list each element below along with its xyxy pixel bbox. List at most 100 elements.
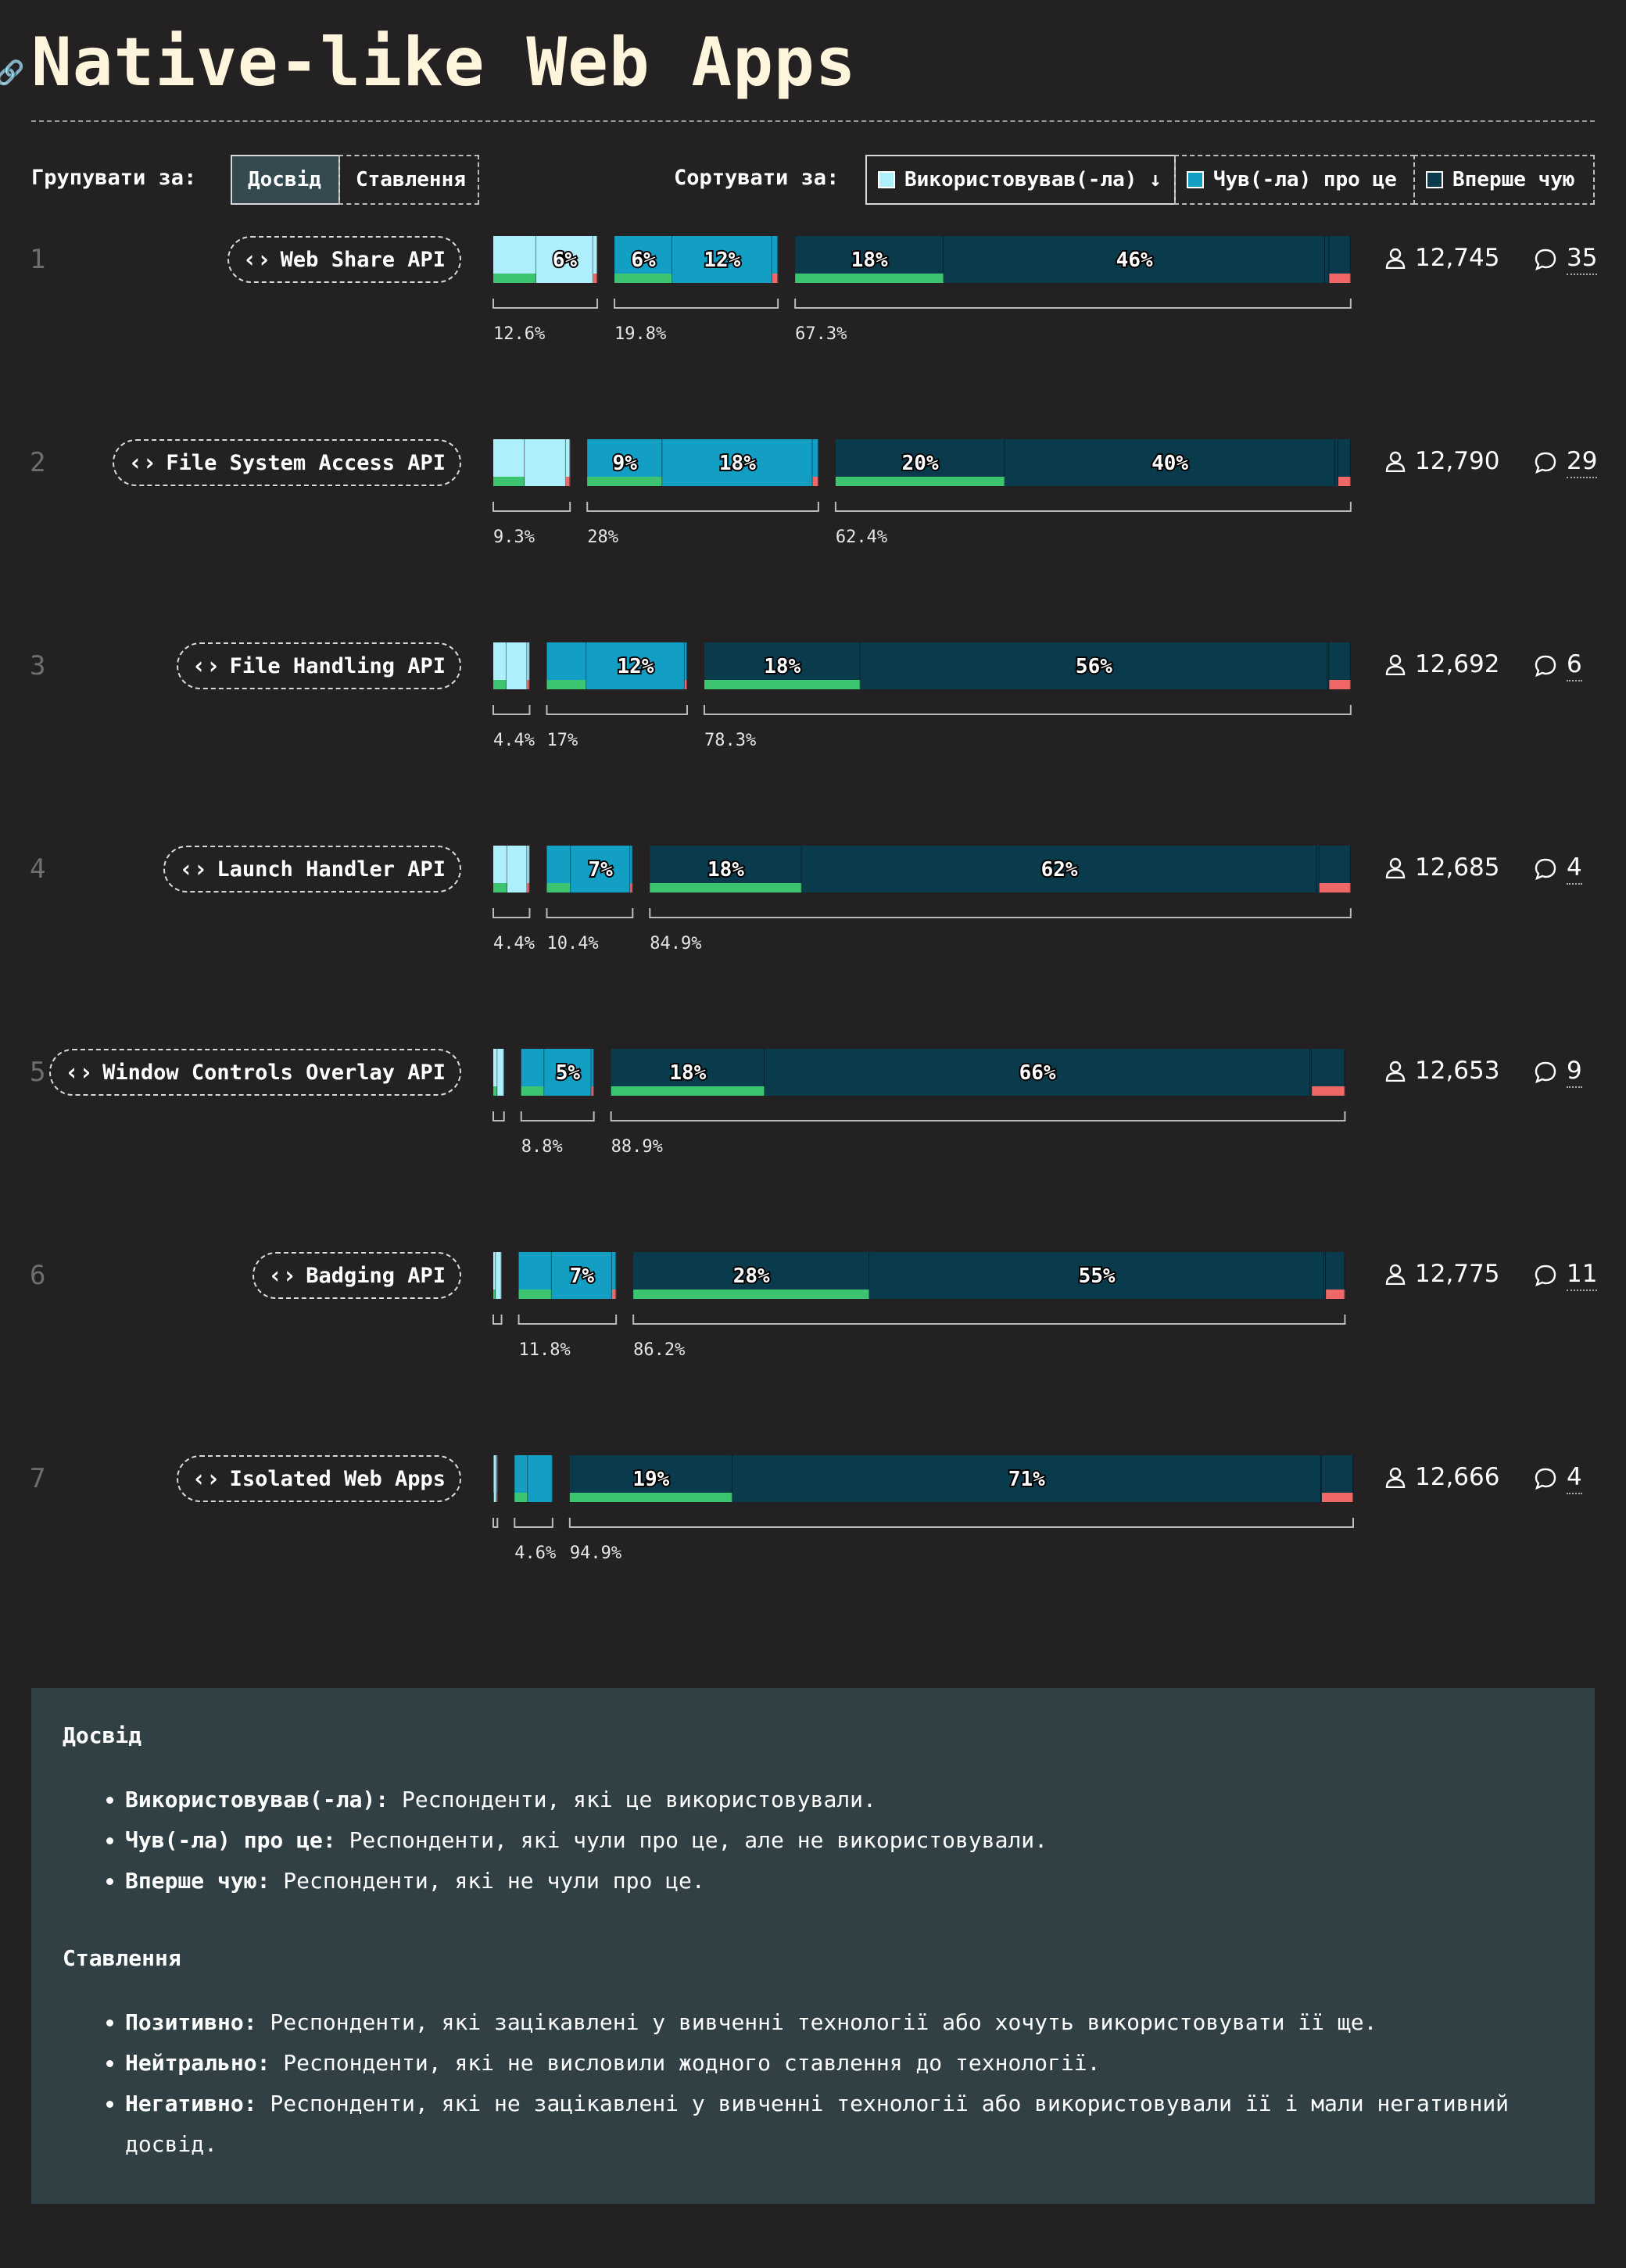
segment-percent-label: 18% <box>719 452 756 475</box>
segment-divider <box>764 1049 765 1096</box>
bar-segment[interactable] <box>497 1049 503 1096</box>
segment-divider <box>495 1252 496 1299</box>
segment-divider <box>1316 846 1317 893</box>
bar-segment[interactable] <box>528 1455 553 1502</box>
group-total-label: 10.4% <box>546 934 598 953</box>
group-bracket <box>493 908 529 918</box>
sentiment-bar <box>704 680 861 689</box>
segment-percent-label: 5% <box>556 1061 581 1085</box>
segment-percent-label: 56% <box>1076 655 1112 678</box>
group-bracket <box>704 705 1351 714</box>
group-total-label: 28% <box>587 528 618 547</box>
legend-heading-experience: Досвід <box>63 1722 1563 1748</box>
legend-item: Негативно: Респонденти, які не зацікавле… <box>125 2084 1563 2165</box>
segment-percent-label: 46% <box>1116 249 1153 272</box>
group-bracket <box>836 502 1351 511</box>
segment-divider <box>528 846 529 893</box>
group-bracket <box>521 1111 594 1121</box>
segment-divider <box>535 236 536 283</box>
segment-divider <box>501 1252 502 1299</box>
group-total-label: 84.9% <box>650 934 701 953</box>
sentiment-bar <box>493 274 536 283</box>
group-bracket <box>493 1315 502 1324</box>
legend-heading-sentiment: Ставлення <box>63 1945 1563 1971</box>
sentiment-bar <box>1312 1086 1345 1096</box>
segment-divider <box>527 1455 528 1502</box>
group-bracket <box>587 502 818 511</box>
segment-divider <box>569 439 570 486</box>
legend-list-experience: Використовував(-ла): Респонденти, які це… <box>63 1780 1563 1901</box>
segment-percent-label: 71% <box>1008 1468 1045 1491</box>
segment-percent-label: 28% <box>733 1265 770 1288</box>
bar-segment[interactable] <box>507 642 527 689</box>
bar-segment[interactable] <box>525 439 566 486</box>
group-bracket <box>493 1518 497 1527</box>
segment-percent-label: 7% <box>588 858 613 882</box>
segment-percent-label: 18% <box>851 249 888 272</box>
segment-divider <box>1334 439 1335 486</box>
bar-segment[interactable] <box>496 1252 501 1299</box>
segment-divider <box>1344 1049 1345 1096</box>
segment-divider <box>1344 1252 1345 1299</box>
segment-divider <box>1350 439 1351 486</box>
segment-divider <box>526 642 527 689</box>
sentiment-bar <box>1322 1493 1353 1502</box>
group-bracket <box>614 299 778 308</box>
segment-divider <box>686 642 687 689</box>
group-bracket <box>493 705 529 714</box>
segment-divider <box>1324 236 1325 283</box>
segment-percent-label: 6% <box>553 249 578 272</box>
segment-divider <box>496 1455 497 1502</box>
group-total-label: 9.3% <box>493 528 535 547</box>
sentiment-bar <box>519 1290 552 1299</box>
segment-divider <box>526 846 527 893</box>
sentiment-bar <box>836 477 1005 486</box>
segment-percent-label: 19% <box>632 1468 669 1491</box>
segment-divider <box>596 236 597 283</box>
sentiment-bar <box>493 883 507 893</box>
segment-divider <box>943 236 944 283</box>
group-bracket <box>519 1315 617 1324</box>
bar-segment[interactable] <box>507 846 527 893</box>
sentiment-bar <box>1338 477 1351 486</box>
segment-divider <box>777 236 778 283</box>
sentiment-bar <box>795 274 944 283</box>
segment-divider <box>1352 1455 1353 1502</box>
sentiment-bar <box>587 477 662 486</box>
group-total-label: 8.8% <box>521 1137 563 1157</box>
segment-percent-label: 12% <box>704 249 740 272</box>
segment-divider <box>493 1455 494 1502</box>
group-total-label: 4.6% <box>514 1544 556 1563</box>
segment-divider <box>1321 1455 1322 1502</box>
sentiment-bar <box>1329 274 1350 283</box>
segment-divider <box>1309 1049 1310 1096</box>
segment-divider <box>570 846 571 893</box>
segment-divider <box>506 642 507 689</box>
legend-item: Позитивно: Респонденти, які зацікавлені … <box>125 2002 1563 2043</box>
segment-percent-label: 9% <box>613 452 638 475</box>
sentiment-bar <box>614 274 672 283</box>
group-total-label: 86.2% <box>633 1340 685 1360</box>
segment-divider <box>1350 846 1351 893</box>
group-total-label: 78.3% <box>704 731 756 750</box>
group-total-label: 4.4% <box>493 731 535 750</box>
group-bracket <box>514 1518 553 1527</box>
segment-divider <box>860 642 861 689</box>
segment-percent-label: 18% <box>669 1061 706 1085</box>
segment-percent-label: 18% <box>764 655 800 678</box>
segment-divider <box>593 1049 594 1096</box>
segment-divider <box>590 1049 591 1096</box>
segment-divider <box>1328 642 1329 689</box>
sentiment-bar <box>546 680 586 689</box>
group-total-label: 4.4% <box>493 934 535 953</box>
segment-percent-label: 55% <box>1079 1265 1116 1288</box>
group-total-label: 94.9% <box>570 1544 621 1563</box>
sentiment-bar <box>1320 883 1351 893</box>
group-bracket <box>650 908 1351 918</box>
segment-divider <box>1350 642 1351 689</box>
segment-divider <box>1004 439 1005 486</box>
segment-percent-label: 7% <box>570 1265 595 1288</box>
legend-item: Чув(-ла) про це: Респонденти, які чули п… <box>125 1820 1563 1861</box>
sentiment-bar <box>493 680 507 689</box>
segment-percent-label: 66% <box>1019 1061 1056 1085</box>
